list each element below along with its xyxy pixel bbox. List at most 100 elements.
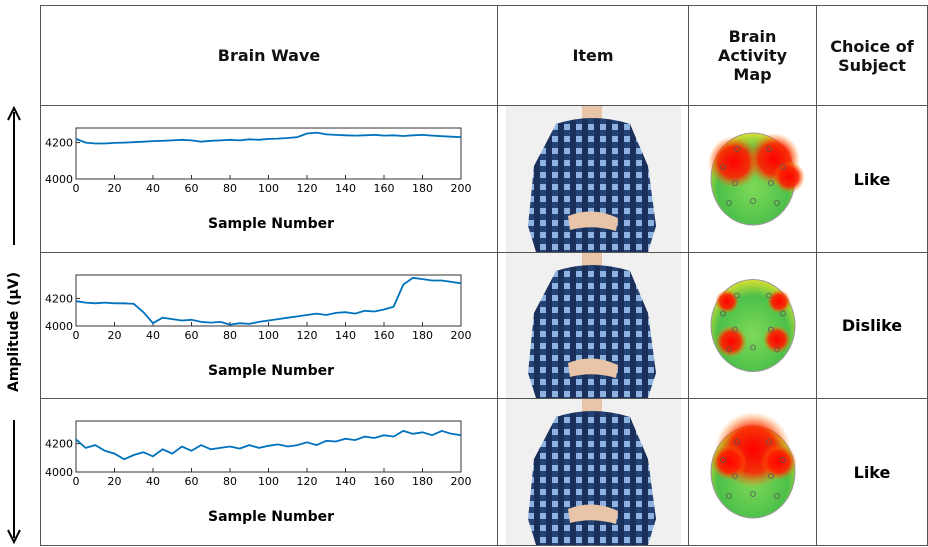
data-row: 0 20 40 60 80 100 120 140 160 180 200 4000 4200 Sampl… <box>40 252 928 399</box>
x-tick-label: 120 <box>297 182 318 195</box>
electrode <box>768 180 774 186</box>
y-tick-label: 4200 <box>45 292 73 305</box>
hands <box>568 211 618 231</box>
electrode <box>774 346 780 353</box>
plot-frame <box>75 274 462 327</box>
wave-line <box>75 276 462 326</box>
up-arrow-head <box>7 105 21 121</box>
x-tick-label: 160 <box>374 475 395 488</box>
side-axis: Amplitude (µV) <box>6 105 22 545</box>
x-tick-label: 140 <box>335 329 356 342</box>
hot-spot <box>708 136 760 188</box>
header: Choice of Subject <box>816 5 928 106</box>
x-tick-label: 120 <box>297 329 318 342</box>
electrode <box>774 493 780 499</box>
header: Brain Activity Map <box>688 5 817 106</box>
shirt-photo <box>506 253 681 398</box>
electrode <box>766 146 772 152</box>
brain-map <box>710 279 796 372</box>
electrode <box>726 200 732 206</box>
x-tick-label: 40 <box>146 329 160 342</box>
item-cell <box>497 398 689 546</box>
x-tick-label: 100 <box>258 475 279 488</box>
brain-wave-cell: 0 20 40 60 80 100 120 140 160 180 200 4000 4200 Sampl… <box>40 105 498 253</box>
electrode <box>750 198 756 204</box>
line-chart: 0 20 40 60 80 100 120 140 160 180 200 4000 4200 Sampl… <box>45 420 472 525</box>
data-row: 0 20 40 60 80 100 120 140 160 180 200 4000 4200 Sampl… <box>40 105 928 253</box>
electrode <box>780 310 786 317</box>
activity <box>711 412 797 499</box>
electrode <box>768 473 774 479</box>
electrode <box>768 326 774 333</box>
choice: Like <box>816 105 928 253</box>
hot-spot <box>761 444 797 480</box>
down-arrow-head <box>7 529 21 545</box>
map-cell <box>688 398 817 546</box>
activity <box>715 289 791 358</box>
item-cell <box>497 252 689 399</box>
electrode <box>726 493 732 499</box>
line-chart: 0 20 40 60 80 100 120 140 160 180 200 4000 4200 Sampl… <box>45 274 472 379</box>
x-tick-label: 60 <box>185 475 199 488</box>
x-axis-label: Sample Number <box>208 509 334 525</box>
header: Item <box>497 5 689 106</box>
hot-spot <box>711 444 747 480</box>
x-tick-label: 60 <box>185 182 199 195</box>
results-table: Brain Wave Item Brain Activity Map Choic… <box>40 5 928 546</box>
map-cell <box>688 105 817 253</box>
electrode <box>720 457 726 463</box>
hot-spot <box>763 325 791 354</box>
brain-map <box>708 132 805 226</box>
electrode <box>720 310 726 317</box>
brain-wave-cell: 0 20 40 60 80 100 120 140 160 180 200 4000 4200 Sampl… <box>40 398 498 546</box>
item-cell <box>497 105 689 253</box>
x-tick-label: 140 <box>335 475 356 488</box>
electrode <box>720 164 726 170</box>
x-tick-label: 20 <box>108 182 122 195</box>
x-tick-label: 0 <box>73 475 80 488</box>
y-tick-label: 4200 <box>45 137 73 150</box>
hands <box>568 358 618 378</box>
electrode <box>734 292 740 299</box>
electrode <box>750 344 756 351</box>
x-tick-label: 180 <box>412 329 433 342</box>
electrode <box>734 146 740 152</box>
shirt <box>528 118 656 252</box>
y-tick-label: 4000 <box>45 466 73 479</box>
header: Brain Wave <box>40 5 498 106</box>
electrode <box>750 491 756 497</box>
electrode <box>780 457 786 463</box>
x-tick-label: 200 <box>451 329 472 342</box>
x-tick-label: 180 <box>412 475 433 488</box>
shirt-photo <box>506 399 681 545</box>
choice: Like <box>816 398 928 546</box>
x-tick-label: 100 <box>258 182 279 195</box>
shirt <box>528 265 656 398</box>
wave-line <box>75 429 462 461</box>
data-row: 0 20 40 60 80 100 120 140 160 180 200 4000 4200 Sampl… <box>40 398 928 546</box>
x-axis-label: Sample Number <box>208 363 334 379</box>
x-tick-label: 180 <box>412 182 433 195</box>
shirt <box>528 411 656 545</box>
x-tick-label: 20 <box>108 475 122 488</box>
hot-spot <box>767 289 791 314</box>
line-chart: 0 20 40 60 80 100 120 140 160 180 200 4000 4200 Sampl… <box>45 127 472 232</box>
x-tick-label: 200 <box>451 475 472 488</box>
electrode <box>734 439 740 445</box>
electrode <box>732 473 738 479</box>
choice: Dislike <box>816 252 928 399</box>
electrode <box>780 164 786 170</box>
x-tick-label: 200 <box>451 182 472 195</box>
y-tick-label: 4000 <box>45 173 73 186</box>
x-tick-label: 160 <box>374 182 395 195</box>
activity <box>708 133 805 206</box>
electrode <box>732 180 738 186</box>
header-row: Brain Wave Item Brain Activity Map Choic… <box>40 5 928 106</box>
hot-spot <box>715 325 747 358</box>
electrode <box>726 346 732 353</box>
x-tick-label: 120 <box>297 475 318 488</box>
x-tick-label: 20 <box>108 329 122 342</box>
y-tick-label: 4200 <box>45 438 73 451</box>
x-tick-label: 100 <box>258 329 279 342</box>
